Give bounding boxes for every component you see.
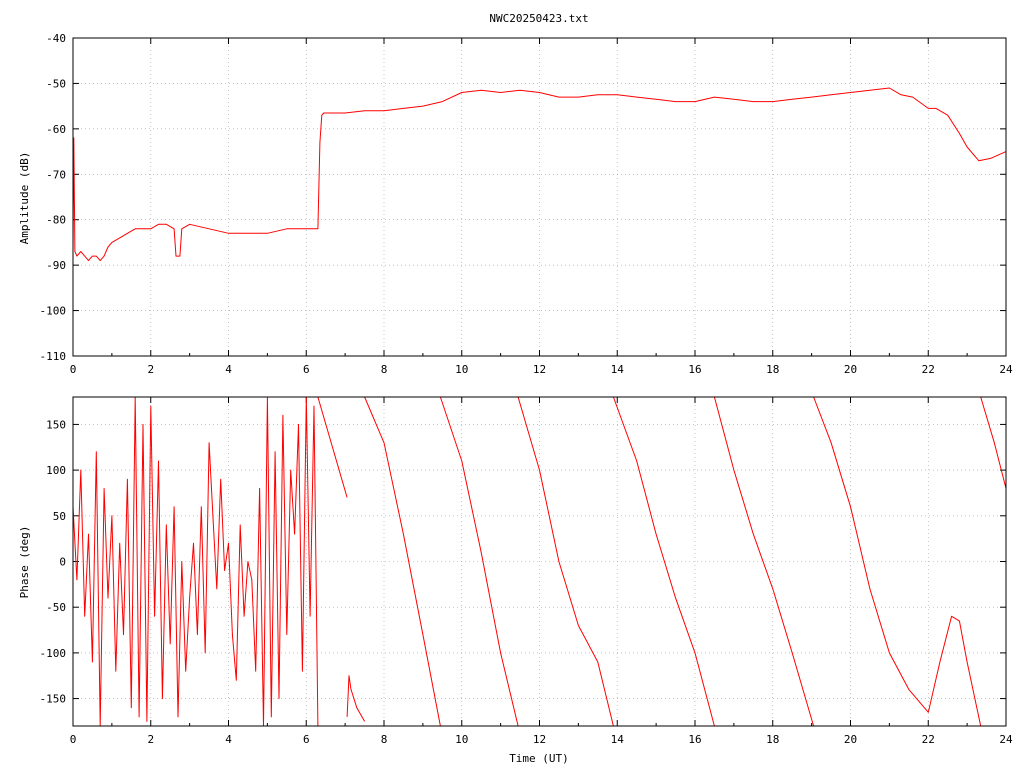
- phase-series-line: [439, 396, 519, 727]
- amplitude-axis-label: Amplitude (dB): [18, 152, 31, 245]
- amplitude-xtick-label: 24: [999, 363, 1013, 376]
- amplitude-xtick-label: 14: [611, 363, 625, 376]
- amplitude-xtick-label: 10: [455, 363, 468, 376]
- amplitude-xtick-label: 0: [70, 363, 77, 376]
- phase-ytick-label: 150: [46, 418, 66, 431]
- amplitude-xtick-label: 22: [922, 363, 935, 376]
- phase-ytick-label: 50: [53, 510, 66, 523]
- phase-series-line: [364, 396, 441, 727]
- chart-title: NWC20250423.txt: [489, 12, 588, 25]
- amplitude-series-line: [72, 87, 1007, 262]
- amplitude-ytick-label: -50: [46, 77, 66, 90]
- phase-plot-frame: [72, 396, 1007, 727]
- phase-series-line: [517, 396, 614, 727]
- amplitude-ytick-label: -90: [46, 259, 66, 272]
- phase-xtick-label: 16: [688, 733, 701, 746]
- amplitude-xtick-label: 16: [688, 363, 701, 376]
- phase-ytick-label: -100: [40, 647, 67, 660]
- phase-series-line: [612, 396, 715, 727]
- amplitude-xtick-label: 6: [303, 363, 310, 376]
- amplitude-ytick-label: -110: [40, 350, 67, 363]
- phase-series-line: [346, 675, 366, 722]
- phase-axis-label: Phase (deg): [18, 526, 31, 599]
- phase-panel: 0 2 4 6 8 10 12 14 16 18 20 22 24150100500-50-100-15…: [40, 396, 1013, 746]
- amplitude-ytick-label: -100: [40, 305, 67, 318]
- amplitude-xtick-label: 12: [533, 363, 546, 376]
- phase-xtick-label: 8: [381, 733, 388, 746]
- phase-series-line: [713, 396, 815, 727]
- phase-xtick-label: 6: [303, 733, 310, 746]
- phase-xtick-label: 0: [70, 733, 77, 746]
- phase-series-line: [72, 396, 319, 727]
- phase-xtick-label: 20: [844, 733, 857, 746]
- amplitude-ytick-label: -60: [46, 123, 66, 136]
- amplitude-xtick-label: 2: [147, 363, 154, 376]
- phase-xtick-label: 4: [225, 733, 232, 746]
- amplitude-xtick-label: 18: [766, 363, 779, 376]
- amplitude-xtick-label: 20: [844, 363, 857, 376]
- amplitude-panel: 0 2 4 6 8 10 12 14 16 18 20 22 24-40-50-60-70-80-90-…: [40, 32, 1013, 376]
- phase-series-line: [980, 396, 1007, 489]
- phase-ytick-label: -50: [46, 601, 66, 614]
- phase-ytick-label: -150: [40, 693, 67, 706]
- phase-series-line: [317, 396, 348, 498]
- phase-xtick-label: 22: [922, 733, 935, 746]
- phase-xtick-label: 14: [611, 733, 625, 746]
- phase-ytick-label: 0: [59, 556, 66, 569]
- phase-xtick-label: 2: [147, 733, 154, 746]
- amplitude-xtick-label: 4: [225, 363, 232, 376]
- amplitude-xtick-label: 8: [381, 363, 388, 376]
- amplitude-ytick-label: -70: [46, 168, 66, 181]
- phase-xtick-label: 10: [455, 733, 468, 746]
- amplitude-plot-frame: [72, 37, 1007, 357]
- phase-xtick-label: 18: [766, 733, 779, 746]
- amplitude-ytick-label: -80: [46, 214, 66, 227]
- phase-xtick-label: 24: [999, 733, 1013, 746]
- phase-ytick-label: 100: [46, 464, 66, 477]
- amplitude-ytick-label: -40: [46, 32, 66, 45]
- time-axis-label: Time (UT): [509, 752, 569, 765]
- phase-xtick-label: 12: [533, 733, 546, 746]
- phase-series-line: [813, 396, 982, 727]
